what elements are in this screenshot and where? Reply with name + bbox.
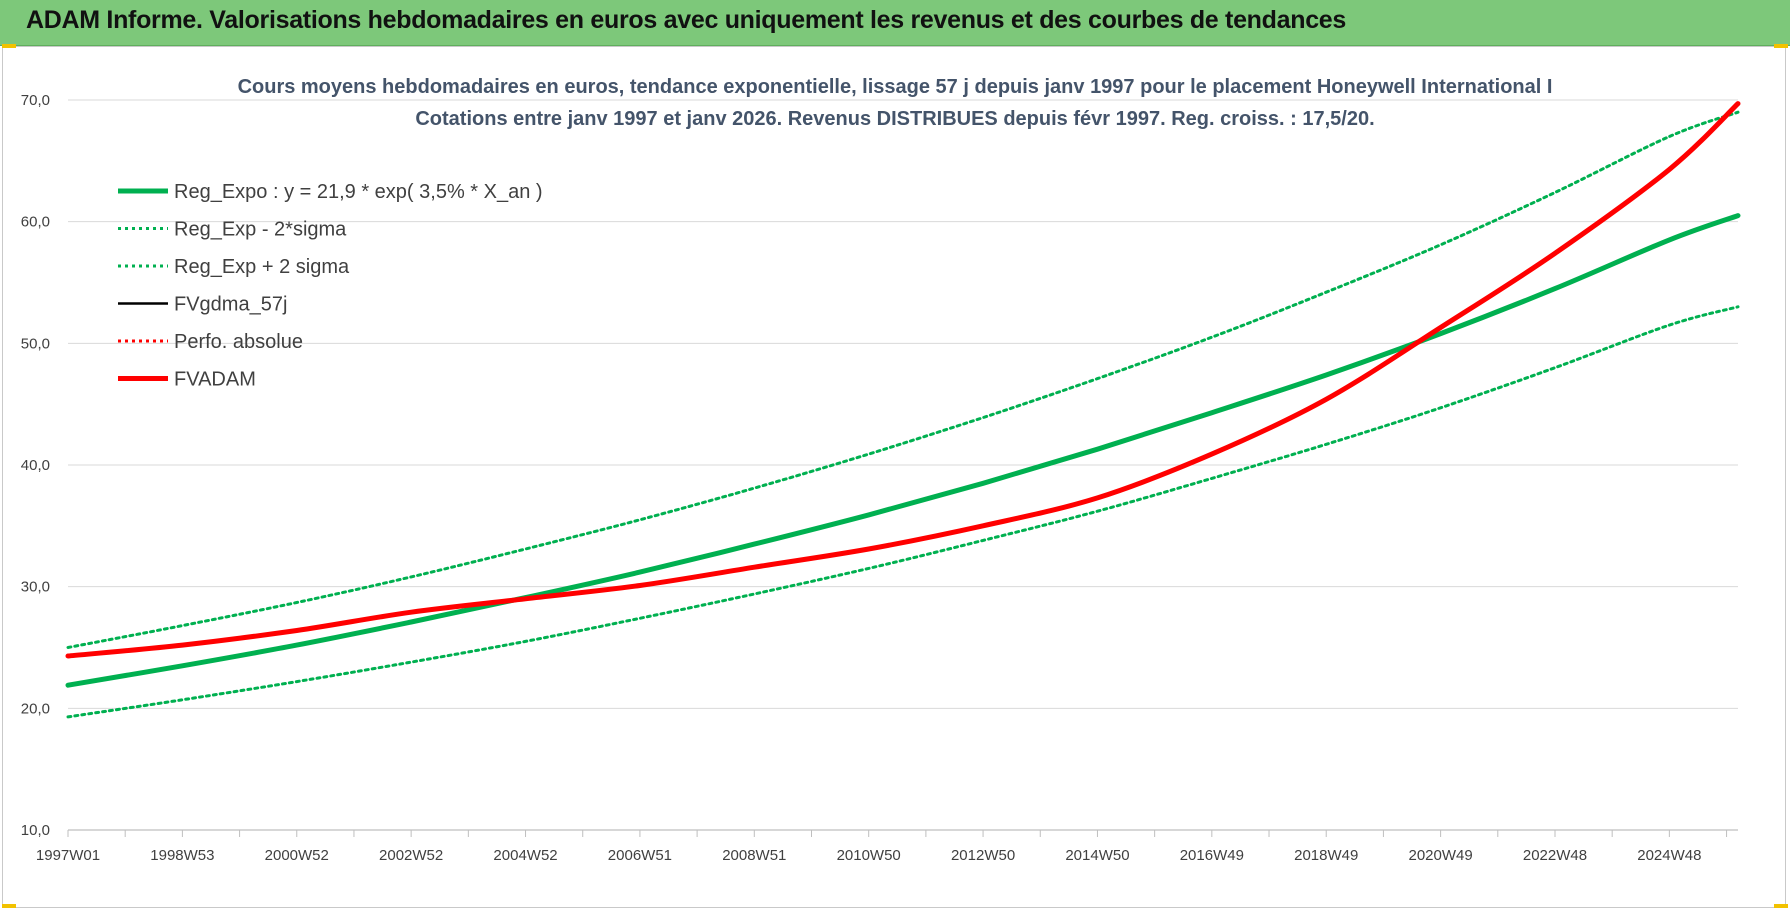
- x-tick-label: 2024W48: [1637, 847, 1701, 864]
- x-tick-label: 2004W52: [493, 847, 557, 864]
- x-tick-label: 2000W52: [265, 847, 329, 864]
- series-line-0: [65, 213, 1741, 688]
- grid: [68, 99, 1738, 831]
- legend-label: FVgdma_57j: [174, 294, 287, 316]
- y-tick-label: 70,0: [21, 92, 50, 109]
- legend-label: Reg_Exp - 2*sigma: [174, 219, 347, 241]
- legend: Reg_Expo : y = 21,9 * exp( 3,5% * X_an )…: [118, 181, 543, 391]
- legend-label: Perfo. absolue: [174, 331, 303, 353]
- x-tick-label: 1998W53: [150, 847, 214, 864]
- chart-title-line-2: Cotations entre janv 1997 et janv 2026. …: [415, 108, 1374, 130]
- x-tick-label: 2010W50: [837, 847, 901, 864]
- legend-label: Reg_Exp + 2 sigma: [174, 256, 350, 278]
- x-tick-label: 2016W49: [1180, 847, 1244, 864]
- series-group: [65, 101, 1741, 719]
- corner-mark-bottom-right: [1774, 904, 1788, 908]
- series-line-5: [65, 101, 1741, 659]
- corner-mark-bottom-left: [2, 904, 16, 908]
- chart-frame: [2, 46, 1786, 908]
- y-tick-label: 20,0: [21, 700, 50, 717]
- x-tick-label: 2018W49: [1294, 847, 1358, 864]
- corner-mark-top-right: [1774, 44, 1788, 48]
- series-line-2: [66, 110, 1740, 649]
- y-tick-label: 10,0: [21, 822, 50, 839]
- x-tick-label: 1997W01: [36, 847, 100, 864]
- y-tick-label: 40,0: [21, 457, 50, 474]
- y-axis: 10,0 20,0 30,0 40,0 50,0 60,0 70,0: [21, 92, 50, 839]
- x-tick-label: 2020W49: [1408, 847, 1472, 864]
- x-tick-label: 2008W51: [722, 847, 786, 864]
- x-tick-label: 2006W51: [608, 847, 672, 864]
- x-tick-label: 2012W50: [951, 847, 1015, 864]
- chart-title-line-1: Cours moyens hebdomadaires en euros, ten…: [238, 76, 1553, 98]
- x-tick-label: 2014W50: [1065, 847, 1129, 864]
- series-line-1: [66, 305, 1740, 719]
- corner-mark-top-left: [2, 44, 16, 48]
- legend-label: Reg_Expo : y = 21,9 * exp( 3,5% * X_an ): [174, 181, 543, 203]
- y-tick-label: 30,0: [21, 579, 50, 596]
- report-title: ADAM Informe. Valorisations hebdomadaire…: [26, 6, 1347, 34]
- x-axis: 1997W01 1998W53 2000W52 2002W52 2004W52 2006W…: [36, 830, 1728, 864]
- x-tick-label: 2002W52: [379, 847, 443, 864]
- y-tick-label: 50,0: [21, 335, 50, 352]
- x-tick-label: 2022W48: [1523, 847, 1587, 864]
- legend-label: FVADAM: [174, 369, 256, 391]
- report-banner: ADAM Informe. Valorisations hebdomadaire…: [0, 0, 1790, 46]
- y-tick-label: 60,0: [21, 214, 50, 231]
